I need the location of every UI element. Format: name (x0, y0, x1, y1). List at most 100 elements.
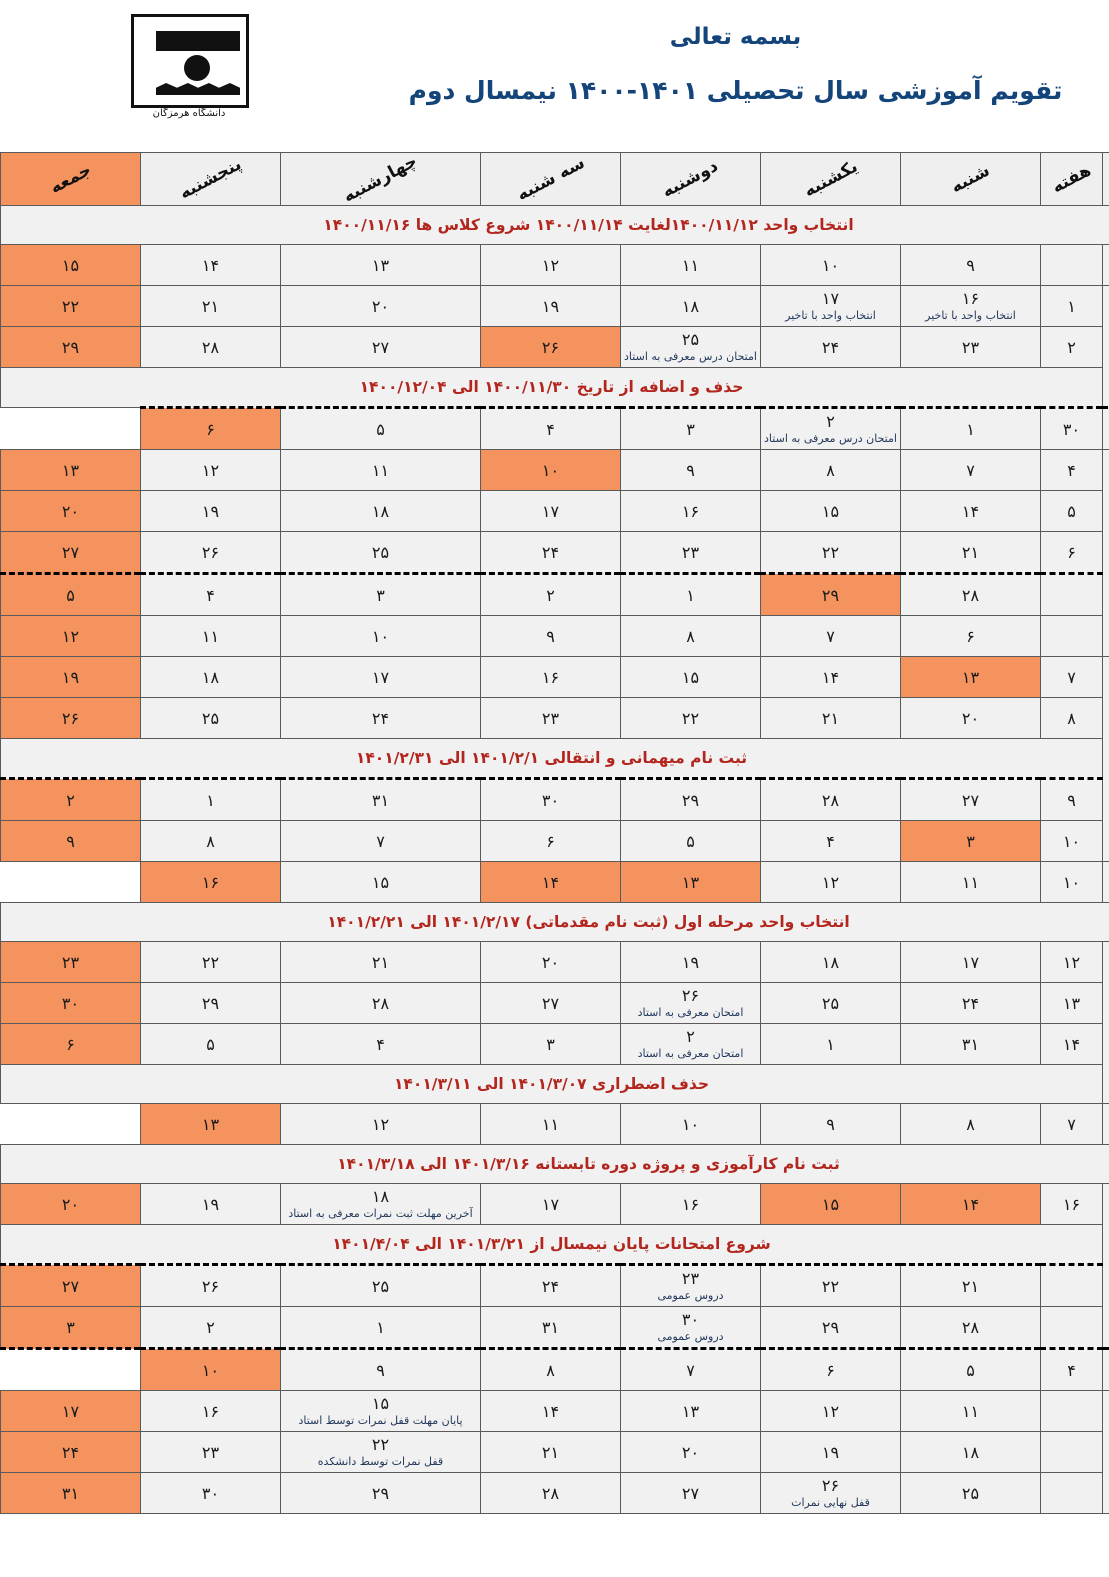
day-cell: ۱۰ (65, 1349, 205, 1391)
day-number: ۷ (826, 461, 963, 480)
day-number: ۱۱ (826, 1402, 963, 1421)
week-number (965, 616, 1027, 657)
day-cell: ۲۴ (205, 698, 405, 739)
day-cell: ۱۴ (825, 491, 965, 532)
day-number: ۱۶ (546, 502, 683, 521)
table-row: ۲۲۳۲۴۲۵امتحان درس معرفی به استاد۲۶۲۷۲۸۲۹ (0, 327, 1101, 368)
week-number: ۸ (965, 698, 1027, 739)
day-cell: ۱۴ (405, 1391, 545, 1432)
day-cell: ۹ (545, 450, 685, 491)
day-number: ۲۵ (686, 994, 823, 1013)
day-number: ۱۱ (546, 256, 683, 275)
day-number: ۱۷ (0, 1402, 63, 1421)
day-number: ۱۷ (206, 668, 403, 687)
week-number: ۷ (965, 657, 1027, 698)
week-number: ۱۶ (965, 1184, 1027, 1225)
day-cell: ۲۲ قفل نمرات توسط دانشکده (205, 1432, 405, 1473)
day-number: ۲۴ (406, 543, 543, 562)
week-number (965, 1473, 1027, 1514)
bismillah-text: بسمه تعالی (218, 24, 1101, 50)
day-number: ۸ (826, 1115, 963, 1134)
day-cell: ۸ (685, 450, 825, 491)
table-row: ۶ ۲۱ ۲۲ ۲۳ ۲۴ ۲۵ ۲۶ ۲۷ (0, 532, 1101, 574)
day-number: ۴ (66, 586, 203, 605)
day-number: ۶ (826, 627, 963, 646)
calendar-page: دانشگاه هرمزگان بسمه تعالی تقویم آموزشی … (0, 0, 1109, 1577)
day-cell: ۱۸ (825, 1432, 965, 1473)
day-cell: ۱۹ (685, 1432, 825, 1473)
day-cell: ۶ (405, 821, 545, 862)
day-cell: ۲۶ (0, 698, 65, 739)
day-number: ۲۵ (66, 709, 203, 728)
day-cell: ۱۳ (205, 245, 405, 286)
day-number: ۱۳ (66, 1115, 203, 1134)
banner-text: حذف و اضافه از تاریخ ۱۴۰۰/۱۱/۳۰ الی ۱۴۰۰… (0, 368, 1027, 408)
table-row: اسفند۴۷۸۹۱۰۱۱۱۲۱۳ (0, 450, 1101, 491)
col-week: هفته (965, 153, 1027, 206)
day-cell: ۱۲ (0, 616, 65, 657)
day-cell: ۲۸ (825, 574, 965, 616)
day-cell: ۲۷ (405, 983, 545, 1024)
day-number: ۱۳ (0, 461, 63, 480)
day-cell: ۱۹ (405, 286, 545, 327)
day-number: ۲۷ (406, 994, 543, 1013)
day-number: ۲۸ (206, 994, 403, 1013)
day-cell: ۶ (0, 1024, 65, 1065)
day-number: ۲ (546, 1027, 683, 1046)
day-number: ۸ (546, 627, 683, 646)
day-number: ۹ (406, 627, 543, 646)
table-row: اردیبهشت۱۲۱۷۱۸۱۹۲۰۲۱۲۲۲۳ (0, 942, 1101, 983)
day-cell: ۱۹ (545, 942, 685, 983)
day-cell: ۲۸ (405, 1473, 545, 1514)
table-header-row: ماه هفته شنبه یکشنبه دوشنبه سه شنبه چهار… (0, 153, 1101, 206)
day-number: ۳ (0, 1318, 63, 1337)
day-cell: ۱۲ (405, 245, 545, 286)
day-cell: ۱۰ (545, 1104, 685, 1145)
table-row: ۲۱۲۲۲۳دروس عمومی۲۴۲۵۲۶۲۷ (0, 1265, 1101, 1307)
day-number: ۱۹ (66, 1195, 203, 1214)
page-title: تقویم آموزشی سال تحصیلی ۱۴۰۱-۱۴۰۰ نیمسال… (218, 76, 1101, 105)
day-number: ۴ (406, 420, 543, 439)
day-cell: ۲۴ (685, 327, 825, 368)
day-cell: ۲۸ (205, 983, 405, 1024)
day-cell: ۱۸ (685, 942, 825, 983)
table-row: ۱۳۲۴۲۵۲۶امتحان معرفی به استاد۲۷۲۸۲۹۳۰ (0, 983, 1101, 1024)
day-number: ۲۲ (686, 1277, 823, 1296)
day-number: ۲۵ (206, 543, 403, 562)
day-number: ۱۸ (546, 297, 683, 316)
day-cell: ۱۹ (65, 1184, 205, 1225)
day-number: ۲۸ (826, 1318, 963, 1337)
day-number: ۱۳ (546, 1402, 683, 1421)
day-number: ۱۸ (206, 1187, 403, 1206)
day-cell: ۱۶ (545, 491, 685, 532)
day-number: ۲۹ (66, 994, 203, 1013)
day-cell: ۲۸ (825, 1307, 965, 1349)
day-cell: ۱ (825, 408, 965, 450)
day-number: ۷ (966, 1115, 1025, 1134)
day-note: انتخاب واحد با تاخیر (826, 309, 963, 322)
banner-text: شروع امتحانات پایان نیمسال از ۱۴۰۱/۳/۲۱ … (0, 1225, 1027, 1265)
day-cell: ۷ (545, 1349, 685, 1391)
col-month: ماه (1027, 153, 1101, 206)
day-cell: ۶ (825, 616, 965, 657)
day-number: ۱۹ (406, 297, 543, 316)
day-cell: ۳۱ (405, 1307, 545, 1349)
table-row: ۲۵۲۶قفل نهایی نمرات۲۷۲۸۲۹۳۰۳۱ (0, 1473, 1101, 1514)
day-number: ۲۹ (686, 586, 823, 605)
day-cell: ۱۵ (685, 1184, 825, 1225)
day-number: ۱۱ (826, 873, 963, 892)
day-number: ۲۶ (686, 1476, 823, 1495)
week-number: ۹ (965, 779, 1027, 821)
day-number: ۲۵ (206, 1277, 403, 1296)
month-label-tir: تیر (1027, 1391, 1101, 1514)
day-number: ۷ (546, 1361, 683, 1380)
day-cell: ۲۲ (545, 698, 685, 739)
day-number: ۱۷ (826, 953, 963, 972)
day-number: ۲۴ (206, 709, 403, 728)
day-number: ۱ (546, 586, 683, 605)
day-number: ۳ (826, 832, 963, 851)
day-number: ۱۱ (406, 1115, 543, 1134)
day-number: ۱۲ (206, 1115, 403, 1134)
day-number: ۱۳ (826, 668, 963, 687)
week-number (965, 1307, 1027, 1349)
